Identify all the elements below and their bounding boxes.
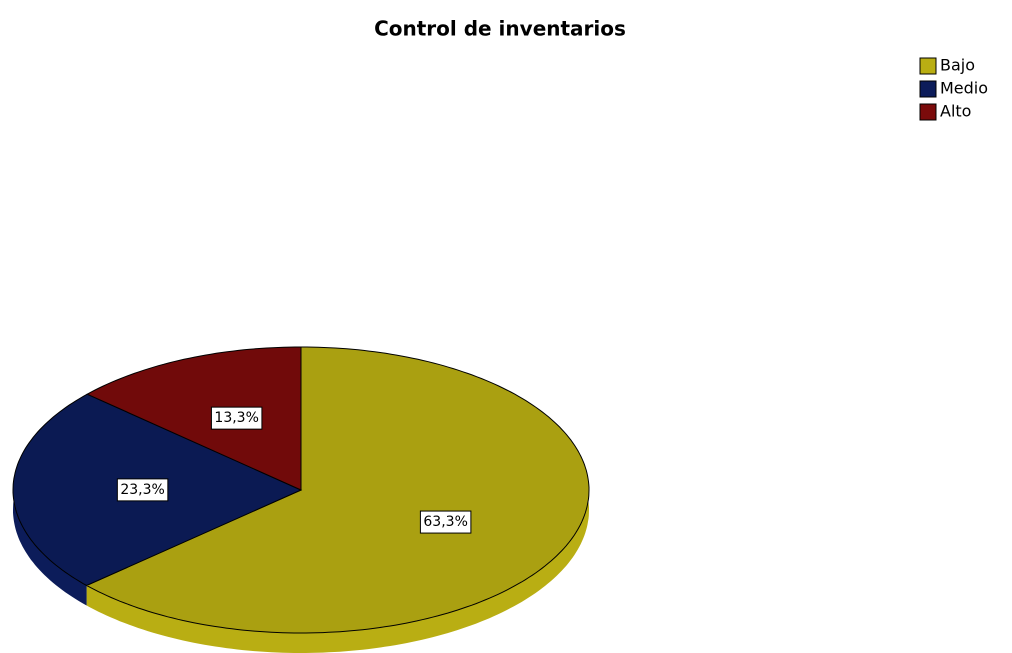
chart-title: Control de inventarios — [374, 17, 626, 41]
data-label-box — [210, 406, 263, 430]
legend-swatch — [919, 57, 937, 75]
data-label: 63,3% — [419, 510, 472, 534]
slice — [86, 346, 302, 491]
data-label-box — [116, 478, 169, 502]
data-label-text: 23,3% — [120, 482, 164, 498]
legend-swatch — [919, 103, 937, 121]
legend-label: Alto — [940, 102, 971, 121]
data-label-box — [419, 510, 472, 534]
legend-label: Medio — [940, 79, 988, 98]
data-label: 13,3% — [210, 406, 263, 430]
slice-side — [86, 347, 589, 653]
data-label-text: 63,3% — [423, 514, 467, 530]
slice — [85, 346, 590, 634]
legend-swatch — [919, 80, 937, 98]
legend-label: Bajo — [940, 56, 975, 75]
data-label-text: 13,3% — [214, 410, 258, 426]
data-label: 23,3% — [116, 478, 169, 502]
